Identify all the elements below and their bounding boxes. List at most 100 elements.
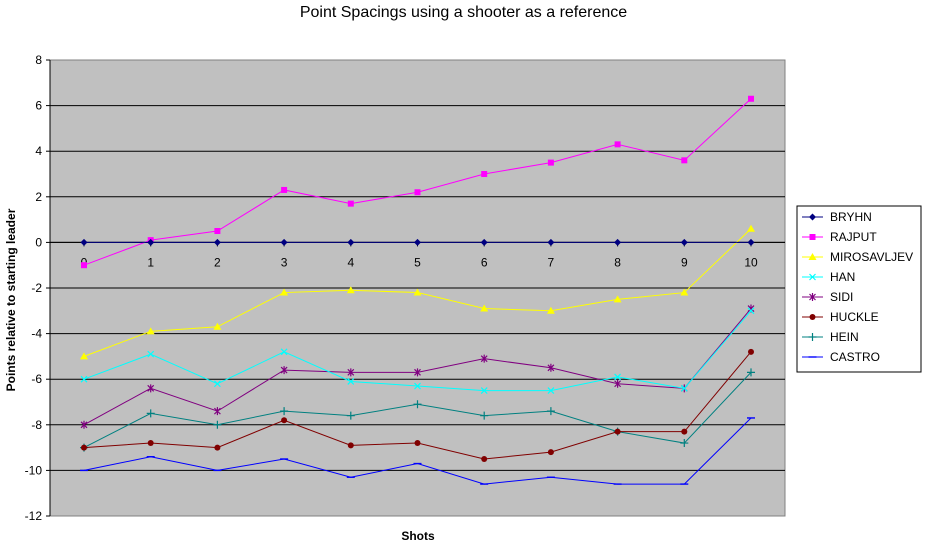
data-point-mirosavljev: [346, 286, 355, 294]
legend-label: HAN: [830, 270, 855, 284]
legend-label: HEIN: [830, 330, 859, 344]
data-point-mirosavljev: [747, 224, 755, 232]
legend-label: RAJPUT: [830, 230, 877, 244]
y-tick-label: 8: [35, 53, 42, 67]
legend-swatch-marker: [809, 293, 816, 301]
data-point-han: [147, 350, 155, 358]
y-tick-label: -6: [31, 372, 42, 386]
legend-swatch-marker: [808, 333, 817, 341]
data-point-huckle: [281, 417, 288, 424]
x-tick-label: 2: [214, 255, 221, 269]
data-point-han: [614, 373, 622, 381]
data-point-hein: [480, 411, 489, 420]
data-point-huckle: [681, 428, 688, 435]
legend: BRYHN RAJPUT MIROSAVLJEV HAN SIDI HUCKLE HEIN C…: [796, 205, 922, 373]
data-point-rajput: [748, 95, 754, 102]
data-point-huckle: [414, 440, 421, 447]
legend-swatch-marker: [809, 213, 816, 221]
data-point-rajput: [214, 228, 221, 234]
data-point-hein: [413, 400, 422, 409]
data-point-mirosavljev: [413, 288, 422, 296]
data-point-sidi: [147, 384, 155, 393]
series-castro: [80, 417, 755, 485]
data-point-han: [547, 387, 555, 395]
data-point-han: [80, 375, 88, 383]
data-point-bryhn: [547, 238, 555, 246]
y-tick-label: -2: [31, 281, 42, 295]
data-point-bryhn: [680, 238, 688, 246]
y-tick-label: 4: [35, 144, 42, 158]
data-point-sidi: [480, 354, 488, 363]
y-tick-label: -12: [25, 509, 43, 523]
x-tick-label: 9: [681, 255, 688, 269]
x-tick-label: 5: [414, 255, 421, 269]
y-tick-label: 2: [35, 190, 42, 204]
y-tick-label: 6: [35, 99, 42, 113]
data-point-hein: [146, 409, 155, 418]
data-point-hein: [680, 439, 689, 448]
data-point-rajput: [681, 157, 688, 164]
x-tick-label: 7: [548, 255, 555, 269]
data-point-bryhn: [480, 238, 488, 246]
data-point-rajput: [281, 186, 288, 193]
legend-swatch-marker: [809, 273, 816, 281]
data-point-rajput: [414, 189, 421, 196]
data-point-rajput: [614, 141, 621, 148]
data-point-hein: [213, 420, 222, 429]
x-axis-label: Shots: [401, 529, 435, 543]
x-tick-label: 6: [481, 255, 488, 269]
data-point-mirosavljev: [80, 352, 88, 360]
data-point-mirosavljev: [280, 288, 289, 296]
data-point-hein: [280, 407, 289, 416]
x-tick-label: 10: [744, 255, 758, 269]
data-point-hein: [546, 407, 555, 416]
data-point-huckle: [147, 440, 154, 447]
data-point-mirosavljev: [213, 322, 222, 330]
data-point-huckle: [614, 428, 621, 435]
chart-title: Point Spacings using a shooter as a refe…: [299, 4, 628, 21]
data-point-rajput: [547, 159, 554, 166]
data-point-mirosavljev: [546, 306, 555, 314]
data-point-bryhn: [280, 238, 288, 246]
data-point-bryhn: [147, 238, 155, 246]
y-tick-label: -4: [31, 327, 42, 341]
y-tick-label: -8: [31, 418, 42, 432]
data-point-hein: [747, 368, 755, 377]
data-point-rajput: [81, 262, 87, 269]
y-tick-label: 0: [35, 235, 42, 249]
data-point-bryhn: [213, 238, 221, 246]
data-point-han: [747, 307, 755, 315]
data-point-mirosavljev: [680, 288, 689, 296]
data-point-mirosavljev: [146, 327, 155, 335]
data-point-huckle: [81, 444, 87, 451]
data-point-mirosavljev: [613, 295, 622, 303]
data-point-han: [347, 378, 355, 385]
legend-label: MIROSAVLJEV: [830, 250, 913, 264]
legend-label: SIDI: [830, 290, 853, 304]
legend-label: CASTRO: [830, 350, 880, 364]
legend-label: BRYHN: [830, 210, 872, 224]
x-tick-label: 3: [281, 255, 288, 269]
data-point-huckle: [748, 348, 754, 355]
x-tick-label: 4: [347, 255, 354, 269]
data-point-sidi: [614, 379, 622, 388]
data-point-sidi: [414, 368, 421, 377]
data-point-huckle: [481, 456, 488, 462]
data-point-bryhn: [747, 238, 755, 246]
data-point-sidi: [80, 420, 88, 429]
data-point-sidi: [547, 363, 555, 372]
x-tick-label: 1: [147, 255, 154, 269]
data-point-han: [680, 384, 688, 392]
data-point-rajput: [481, 171, 488, 177]
data-point-han: [213, 380, 221, 388]
data-point-hein: [346, 411, 355, 420]
series-mirosavljev: [80, 224, 755, 360]
data-point-huckle: [347, 442, 354, 449]
data-point-han: [480, 387, 488, 395]
data-point-huckle: [214, 444, 221, 451]
legend-label: HUCKLE: [830, 310, 879, 324]
series-han: [80, 307, 755, 395]
data-point-bryhn: [614, 238, 622, 246]
series-huckle: [81, 348, 754, 462]
